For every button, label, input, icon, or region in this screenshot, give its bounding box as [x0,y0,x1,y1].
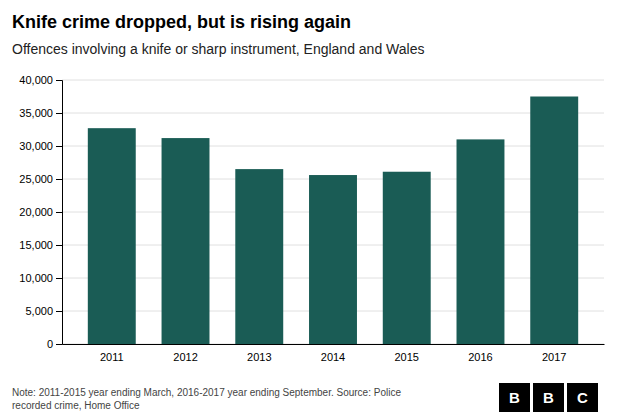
x-tick: 2013 [247,351,271,363]
y-tick-mark [56,245,62,246]
x-tick: 2017 [542,351,566,363]
x-tick: 2012 [173,351,197,363]
y-tick-label: 40,000 [19,74,53,86]
y-tick: 10,000 [19,272,62,284]
y-tick: 25,000 [19,173,62,185]
x-axis-line [63,344,605,345]
grid-line [62,80,604,81]
x-tick: 2016 [468,351,492,363]
note: Note: 2011-2015 year ending March, 2016-… [12,387,401,411]
x-tick: 2011 [100,351,124,363]
x-tick-label: 2016 [468,351,492,363]
y-tick-mark [56,344,62,345]
grid-line [62,146,604,147]
y-tick-label: 15,000 [19,239,53,251]
y-tick-mark [56,179,62,180]
y-axis-line [56,81,63,345]
y-tick: 20,000 [19,206,62,218]
logo-box [567,383,598,412]
y-tick: 15,000 [19,239,62,251]
y-tick: 5,000 [25,305,62,317]
bar [88,128,136,344]
y-tick: 0 [47,338,62,350]
bar [383,172,431,344]
x-tick-label: 2014 [321,351,345,363]
y-tick-label: 5,000 [25,305,53,317]
chart: 0 5,000 10,000 15,000 20,000 25,000 30,000 35,0… [0,0,624,416]
y-tick: 30,000 [19,140,62,152]
bars [88,97,578,345]
x-tick-label: 2011 [100,351,124,363]
bar [235,169,283,344]
bar [162,138,210,344]
logo-letter: B [509,389,520,406]
subtitle: Offences involving a knife or sharp inst… [12,41,424,57]
x-tick-label: 2015 [394,351,418,363]
plot: 0 5,000 10,000 15,000 20,000 25,000 30,000 35,0… [19,74,604,363]
logo-letter: B [543,389,554,406]
x-tick-label: 2013 [247,351,271,363]
bar [530,97,578,345]
grid [62,80,604,344]
x-tick: 2014 [321,351,345,363]
logo-box [533,383,564,412]
bar [457,139,505,344]
x-axis: 2011 2012 2013 2014 2015 2016 2017 [63,345,605,363]
y-axis: 0 5,000 10,000 15,000 20,000 25,000 30,000 35,0… [19,74,62,350]
logo-letter: C [577,389,588,406]
x-tick-label: 2012 [173,351,197,363]
y-tick: 35,000 [19,107,62,119]
x-tick-label: 2017 [542,351,566,363]
y-tick-mark [56,146,62,147]
logo: BBC [499,383,598,412]
x-tick: 2015 [394,351,418,363]
y-tick-mark [56,113,62,114]
y-tick-label: 0 [47,338,53,350]
y-tick-label: 20,000 [19,206,53,218]
y-tick-label: 10,000 [19,272,53,284]
y-tick-label: 25,000 [19,173,53,185]
grid-line [62,113,604,114]
bar [309,175,357,344]
y-tick-mark [56,278,62,279]
logo-box [499,383,530,412]
y-tick: 40,000 [19,74,62,86]
y-tick-label: 35,000 [19,107,53,119]
y-tick-mark [56,311,62,312]
y-tick-label: 30,000 [19,140,53,152]
y-tick-mark [56,212,62,213]
title: Knife crime dropped, but is rising again [12,12,351,32]
y-tick-mark [56,80,62,81]
